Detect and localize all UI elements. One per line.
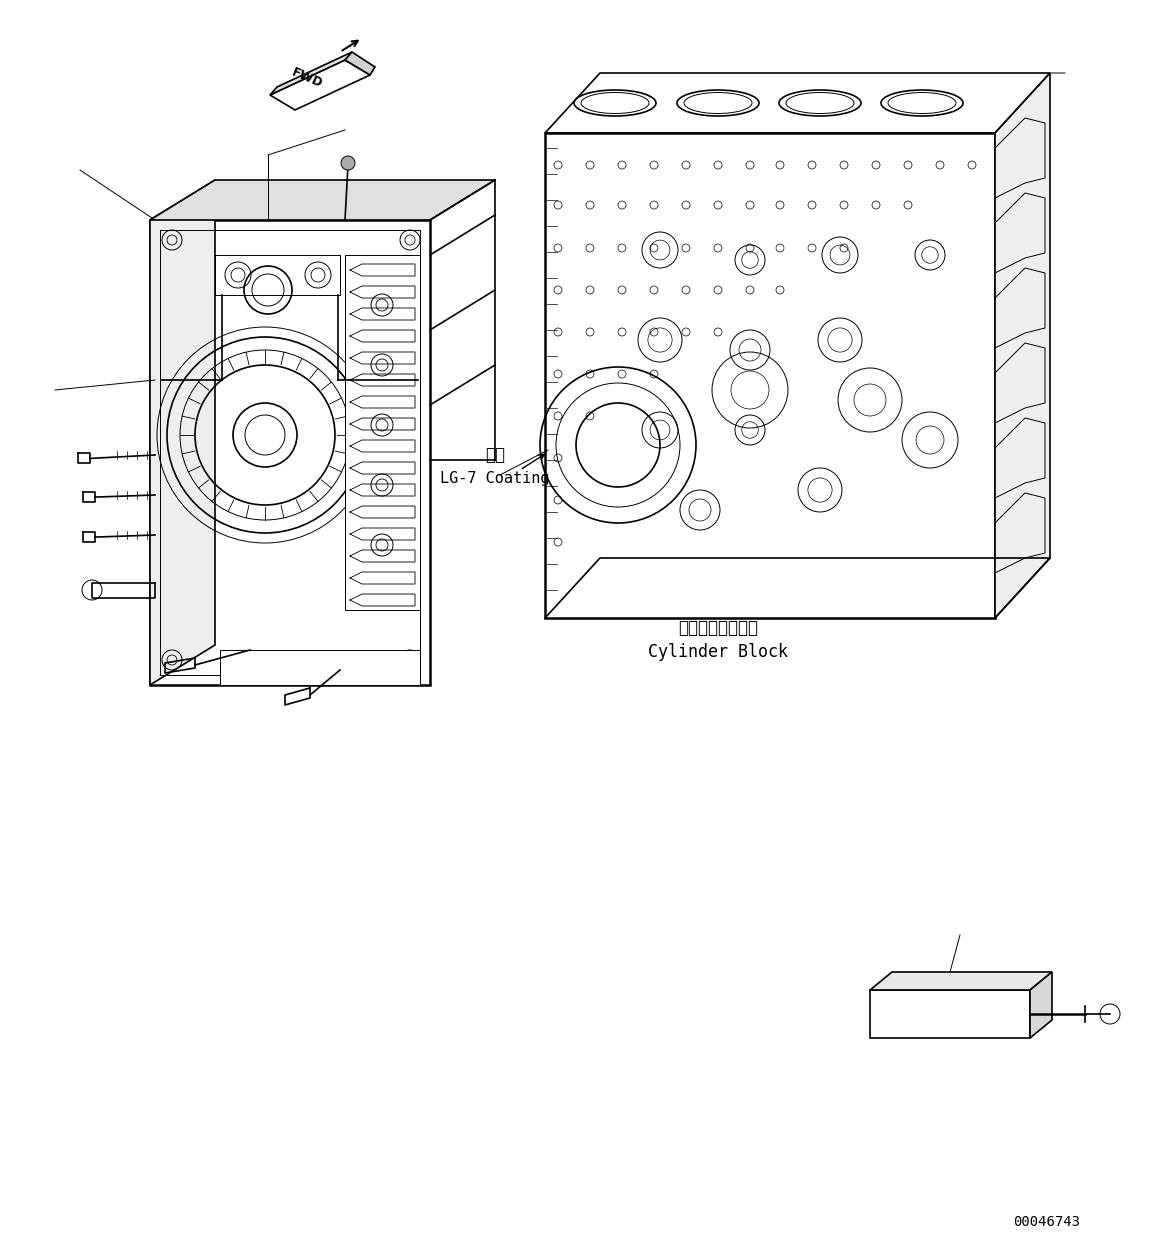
Polygon shape — [345, 52, 374, 75]
Text: LG-7 Coating: LG-7 Coating — [441, 470, 550, 485]
Polygon shape — [545, 72, 1050, 134]
Polygon shape — [1030, 972, 1053, 1038]
Polygon shape — [545, 134, 996, 618]
Polygon shape — [150, 180, 495, 220]
Polygon shape — [270, 52, 352, 95]
Polygon shape — [870, 990, 1030, 1038]
Polygon shape — [270, 60, 370, 110]
Text: FWD: FWD — [290, 66, 324, 90]
Polygon shape — [996, 72, 1050, 618]
Text: 00046743: 00046743 — [1013, 1216, 1080, 1229]
Polygon shape — [150, 220, 430, 685]
Text: 塗布: 塗布 — [485, 446, 505, 464]
Circle shape — [341, 156, 355, 170]
Text: Cylinder Block: Cylinder Block — [648, 643, 789, 661]
Text: シリンダブロック: シリンダブロック — [678, 619, 758, 636]
Polygon shape — [870, 972, 1053, 990]
Polygon shape — [345, 255, 420, 610]
FancyArrowPatch shape — [342, 41, 358, 50]
Polygon shape — [150, 180, 215, 685]
Polygon shape — [220, 650, 420, 685]
